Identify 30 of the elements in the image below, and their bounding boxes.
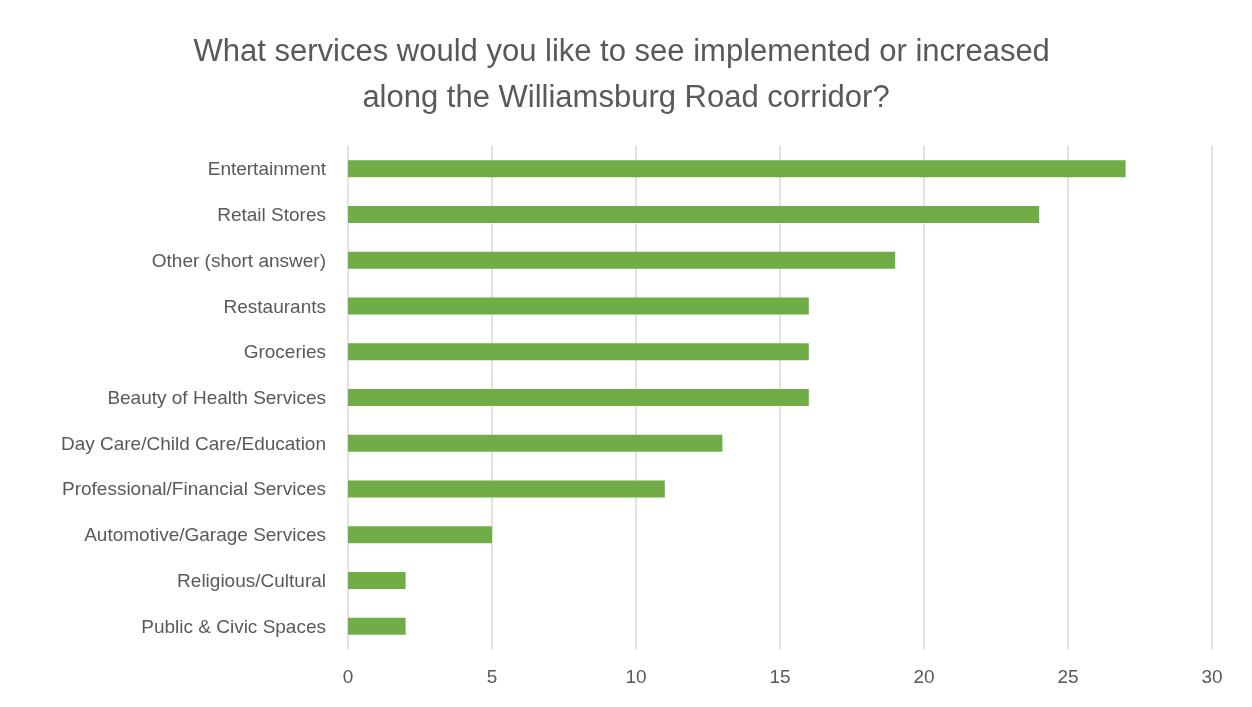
bar — [348, 389, 809, 406]
bar — [348, 526, 492, 544]
y-tick-label: Automotive/Garage Services — [84, 524, 326, 546]
x-tick-label: 30 — [1201, 666, 1223, 687]
bar — [348, 160, 1126, 178]
bar — [348, 571, 406, 589]
y-tick-label: Entertainment — [207, 158, 327, 180]
bar — [348, 434, 723, 452]
y-tick-label: Groceries — [243, 341, 326, 363]
x-tick-label: 0 — [342, 666, 354, 687]
x-tick-label: 5 — [486, 666, 498, 687]
y-tick-label: Public & Civic Spaces — [141, 615, 326, 637]
bar — [348, 297, 809, 315]
bar — [348, 480, 665, 498]
bar — [348, 617, 406, 635]
y-tick-label: Day Care/Child Care/Education — [60, 432, 326, 454]
y-tick-label: Religious/Cultural — [177, 569, 326, 591]
chart-title: What services would you like to see implemented or increased along the Williamsburg Road corridor? — [193, 32, 1059, 114]
x-tick-label: 25 — [1057, 666, 1079, 687]
y-tick-label: Retail Stores — [217, 204, 326, 226]
x-tick-label: 15 — [769, 666, 791, 687]
bar — [348, 343, 809, 361]
x-tick-label: 20 — [913, 666, 935, 687]
y-tick-label: Other (short answer) — [151, 249, 326, 271]
y-tick-label: Restaurants — [223, 295, 326, 317]
bar — [348, 251, 896, 269]
y-tick-label: Beauty of Health Services — [107, 387, 326, 408]
x-tick-label: 10 — [625, 666, 647, 687]
bar — [348, 206, 1040, 224]
y-tick-label: Professional/Financial Services — [61, 478, 326, 500]
